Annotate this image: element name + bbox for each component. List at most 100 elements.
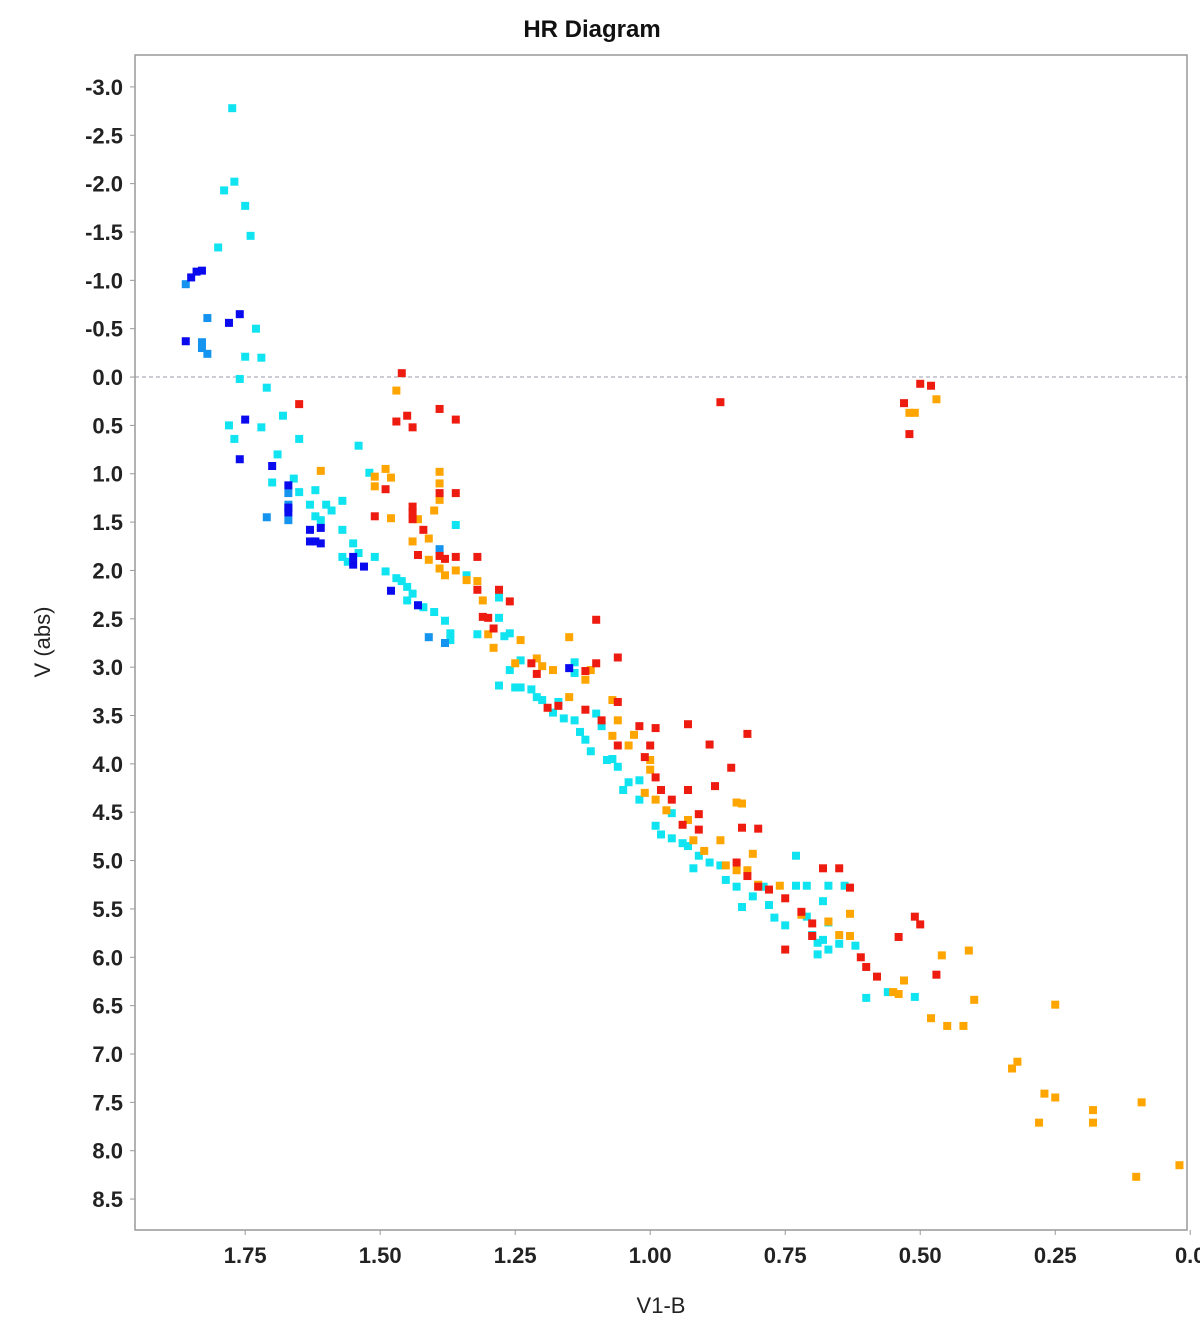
data-point — [440, 554, 449, 563]
data-point — [451, 521, 460, 529]
data-point — [570, 668, 579, 677]
y-tick-label: -3.0 — [85, 75, 123, 100]
data-point — [316, 466, 325, 475]
data-point — [559, 714, 568, 723]
data-point — [424, 633, 433, 642]
data-point — [592, 709, 601, 718]
y-axis-title: V (abs) — [30, 607, 55, 678]
data-point — [424, 555, 433, 564]
data-point — [408, 515, 417, 524]
data-point — [635, 722, 644, 731]
data-point — [505, 629, 514, 638]
data-point — [759, 882, 768, 891]
y-tick-label: -1.5 — [85, 220, 123, 245]
data-point — [565, 633, 574, 642]
data-point — [500, 632, 509, 641]
data-point — [381, 567, 390, 576]
series-red — [295, 369, 941, 981]
data-point — [413, 515, 422, 524]
y-tick-label: 7.0 — [92, 1042, 123, 1067]
data-point — [1175, 1161, 1184, 1170]
data-point — [970, 995, 979, 1004]
data-point — [581, 675, 590, 684]
data-point — [295, 400, 304, 409]
data-point — [430, 608, 439, 617]
data-point — [808, 932, 817, 941]
data-point — [581, 667, 590, 676]
data-point — [230, 177, 239, 186]
data-point — [462, 576, 471, 585]
data-point — [338, 552, 347, 561]
data-point — [197, 266, 206, 275]
data-point — [597, 716, 606, 725]
y-tick-label: -2.0 — [85, 172, 123, 197]
data-point — [554, 701, 563, 710]
data-point — [527, 659, 536, 668]
data-point — [473, 585, 482, 594]
data-point — [316, 516, 325, 525]
data-point — [424, 534, 433, 543]
data-point — [278, 411, 287, 420]
x-tick-label: 1.75 — [224, 1243, 267, 1268]
data-point — [927, 1014, 936, 1023]
data-point — [592, 615, 601, 624]
data-point — [743, 872, 752, 881]
data-point — [257, 423, 266, 432]
data-point — [489, 624, 498, 633]
data-point — [813, 938, 822, 947]
data-point — [397, 369, 406, 378]
data-point — [327, 506, 336, 515]
data-point — [257, 353, 266, 362]
data-point — [187, 273, 196, 282]
data-point — [181, 280, 190, 289]
data-point — [516, 636, 525, 645]
data-point — [765, 901, 774, 910]
data-point — [1035, 1118, 1044, 1127]
data-point — [889, 988, 898, 997]
data-point — [349, 539, 358, 548]
data-point — [419, 525, 428, 534]
x-tick-label: 0.0 — [1175, 1243, 1200, 1268]
data-point — [268, 462, 277, 471]
data-point — [1008, 1064, 1017, 1073]
data-point — [473, 630, 482, 639]
data-point — [813, 950, 822, 959]
data-point — [268, 478, 277, 487]
data-point — [408, 537, 417, 546]
plot-area — [134, 54, 1188, 1231]
data-point — [392, 417, 401, 426]
data-point — [900, 399, 909, 408]
data-point — [619, 785, 628, 794]
data-point — [311, 537, 320, 546]
data-point — [705, 740, 714, 749]
data-point — [608, 696, 617, 705]
data-point — [494, 613, 503, 622]
data-point — [473, 577, 482, 586]
data-point — [716, 861, 725, 870]
data-point — [516, 683, 525, 692]
data-point — [781, 894, 790, 903]
series-dark-blue — [181, 266, 574, 673]
data-point — [435, 479, 444, 488]
data-point — [451, 552, 460, 561]
x-axis-title: V1-B — [637, 1293, 686, 1318]
data-point — [705, 858, 714, 867]
data-point — [235, 374, 244, 383]
y-tick-label: 7.5 — [92, 1090, 123, 1115]
data-point — [316, 523, 325, 532]
data-point — [511, 659, 520, 668]
data-point — [408, 589, 417, 598]
data-point — [532, 654, 541, 663]
data-point — [1132, 1172, 1141, 1181]
data-point — [511, 683, 520, 692]
x-tick-label: 1.50 — [359, 1243, 402, 1268]
data-point — [538, 696, 547, 705]
data-point — [565, 664, 574, 673]
data-point — [721, 861, 730, 870]
data-point — [462, 571, 471, 580]
data-point — [646, 765, 655, 774]
data-point — [527, 685, 536, 694]
data-point — [608, 731, 617, 740]
data-point — [824, 881, 833, 890]
